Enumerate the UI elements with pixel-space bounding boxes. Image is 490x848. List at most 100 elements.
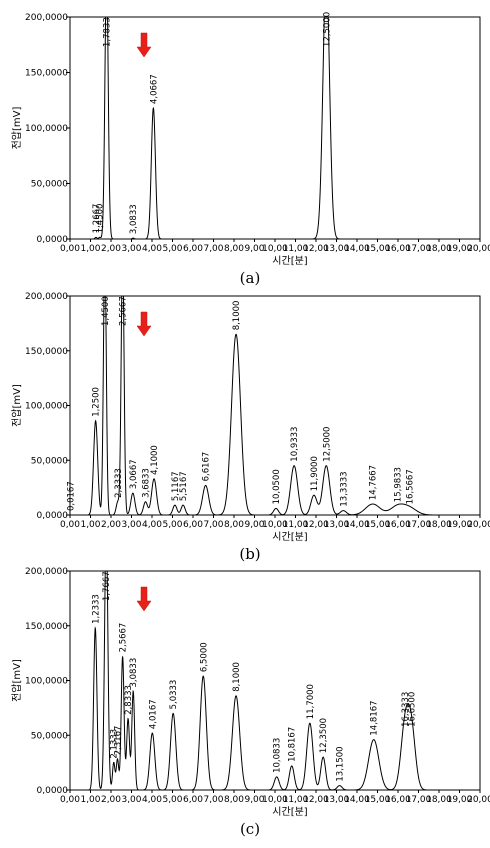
peak-label: 3,6833 (142, 468, 152, 498)
y-tick-label: 0,0000 (37, 786, 69, 796)
x-tick-label: 0,00 (60, 520, 80, 530)
x-tick-label: 6,00 (183, 795, 203, 805)
peak-label: 4,0167 (148, 699, 158, 729)
y-tick-label: 50,0000 (31, 731, 68, 741)
x-tick-label: 8,00 (224, 795, 244, 805)
x-tick-label: 18,00 (426, 520, 452, 530)
peak-label: 1,7833 (103, 17, 113, 47)
peak-label: 0,0167 (66, 481, 76, 511)
x-tick-label: 6,00 (183, 520, 203, 530)
peak-label: 1,4500 (101, 296, 111, 326)
x-tick-label: 12,00 (303, 795, 329, 805)
red-arrow-marker (136, 311, 152, 337)
peak-label: 8,1000 (232, 301, 242, 331)
x-tick-label: 14,00 (344, 244, 370, 254)
peak-label: 12,3500 (319, 718, 329, 753)
x-tick-label: 4,00 (142, 244, 162, 254)
x-tick-label: 3,00 (121, 244, 141, 254)
x-axis-title: 시간[분] (272, 531, 308, 543)
y-axis-title: 전압[mV] (10, 659, 23, 702)
x-tick-label: 13,00 (324, 520, 350, 530)
peak-label: 2,5667 (119, 296, 129, 326)
x-tick-label: 5,00 (162, 520, 182, 530)
y-tick-label: 150,0000 (25, 347, 68, 357)
peak-label: 1,2500 (92, 387, 102, 417)
x-tick-label: 7,00 (203, 520, 223, 530)
y-tick-label: 100,0000 (25, 402, 68, 412)
peak-label: 2,3333 (114, 468, 124, 498)
panel-caption: (b) (239, 545, 260, 563)
y-tick-label: 50,0000 (31, 456, 68, 466)
x-tick-label: 11,00 (283, 244, 309, 254)
x-tick-label: 2,00 (101, 520, 121, 530)
peak-label: 3,0833 (129, 658, 139, 688)
y-tick-label: 0,0000 (37, 235, 69, 245)
x-tick-label: 11,00 (283, 795, 309, 805)
panel-caption: (c) (240, 820, 260, 838)
peak-label: 15,9833 (394, 467, 404, 502)
x-tick-label: 17,00 (406, 244, 432, 254)
y-tick-label: 150,0000 (25, 622, 68, 632)
peak-label: 4,0667 (149, 74, 159, 104)
peak-label: 13,1500 (336, 746, 346, 781)
x-tick-label: 16,00 (385, 244, 411, 254)
peak-label: 12,5000 (322, 427, 332, 462)
x-tick-label: 10,00 (262, 244, 288, 254)
x-tick-label: 19,00 (447, 244, 473, 254)
x-tick-label: 12,00 (303, 244, 329, 254)
x-tick-label: 3,00 (121, 795, 141, 805)
peak-label: 10,0833 (273, 738, 283, 773)
x-tick-label: 14,00 (344, 520, 370, 530)
x-tick-label: 15,00 (365, 795, 391, 805)
x-tick-label: 5,00 (162, 244, 182, 254)
peak-label: 1,7667 (102, 571, 112, 601)
peak-label: 4,1000 (150, 445, 160, 475)
peak-label: 16,5667 (406, 469, 416, 504)
peak-label: 13,3333 (339, 471, 349, 506)
peak-label: 12,5000 (322, 12, 332, 47)
x-tick-label: 1,00 (80, 795, 100, 805)
peak-label: 2,5667 (119, 623, 129, 653)
x-tick-label: 10,00 (262, 795, 288, 805)
peak-label: 10,8167 (288, 727, 298, 762)
x-tick-label: 2,00 (101, 795, 121, 805)
peak-label: 5,0333 (169, 680, 179, 710)
x-tick-label: 11,00 (283, 520, 309, 530)
x-tick-label: 7,00 (203, 795, 223, 805)
x-tick-label: 14,00 (344, 795, 370, 805)
peak-label: 6,6167 (202, 452, 212, 482)
x-tick-label: 16,00 (385, 795, 411, 805)
x-tick-label: 20,00 (467, 520, 490, 530)
peak-label: 3,0833 (129, 204, 139, 234)
x-tick-label: 20,00 (467, 244, 490, 254)
y-tick-label: 200,0000 (25, 567, 68, 577)
x-tick-label: 2,00 (101, 244, 121, 254)
peak-label: 1,2333 (91, 594, 101, 624)
x-tick-label: 1,00 (80, 244, 100, 254)
y-tick-label: 150,0000 (25, 69, 68, 79)
x-tick-label: 6,00 (183, 244, 203, 254)
red-arrow-marker (136, 586, 152, 612)
chromatogram-trace (70, 17, 480, 240)
red-arrow-marker (136, 32, 152, 58)
peak-label: 8,1000 (232, 662, 242, 692)
y-tick-label: 0,0000 (37, 511, 69, 521)
peak-label: 2,1333 (110, 729, 120, 759)
y-axis-title: 전압[mV] (10, 384, 23, 427)
x-tick-label: 13,00 (324, 795, 350, 805)
x-tick-label: 9,00 (244, 244, 264, 254)
x-tick-label: 13,00 (324, 244, 350, 254)
x-tick-label: 12,00 (303, 520, 329, 530)
peak-label: 11,7000 (306, 684, 316, 719)
peak-label: 3,0667 (129, 459, 139, 489)
x-tick-label: 0,00 (60, 244, 80, 254)
peak-label: 2,3167 (114, 726, 124, 756)
peak-label: 1,4500 (96, 204, 106, 234)
chart-panel-1: 0,0000 50,0000 100,0000 150,0000 200,0000 0,0… (10, 12, 490, 287)
peak-label: 2,8333 (124, 685, 134, 715)
x-tick-label: 5,00 (162, 795, 182, 805)
peak-label: 1,2667 (92, 204, 102, 234)
y-tick-label: 100,0000 (25, 677, 68, 687)
y-tick-label: 50,0000 (31, 180, 68, 190)
